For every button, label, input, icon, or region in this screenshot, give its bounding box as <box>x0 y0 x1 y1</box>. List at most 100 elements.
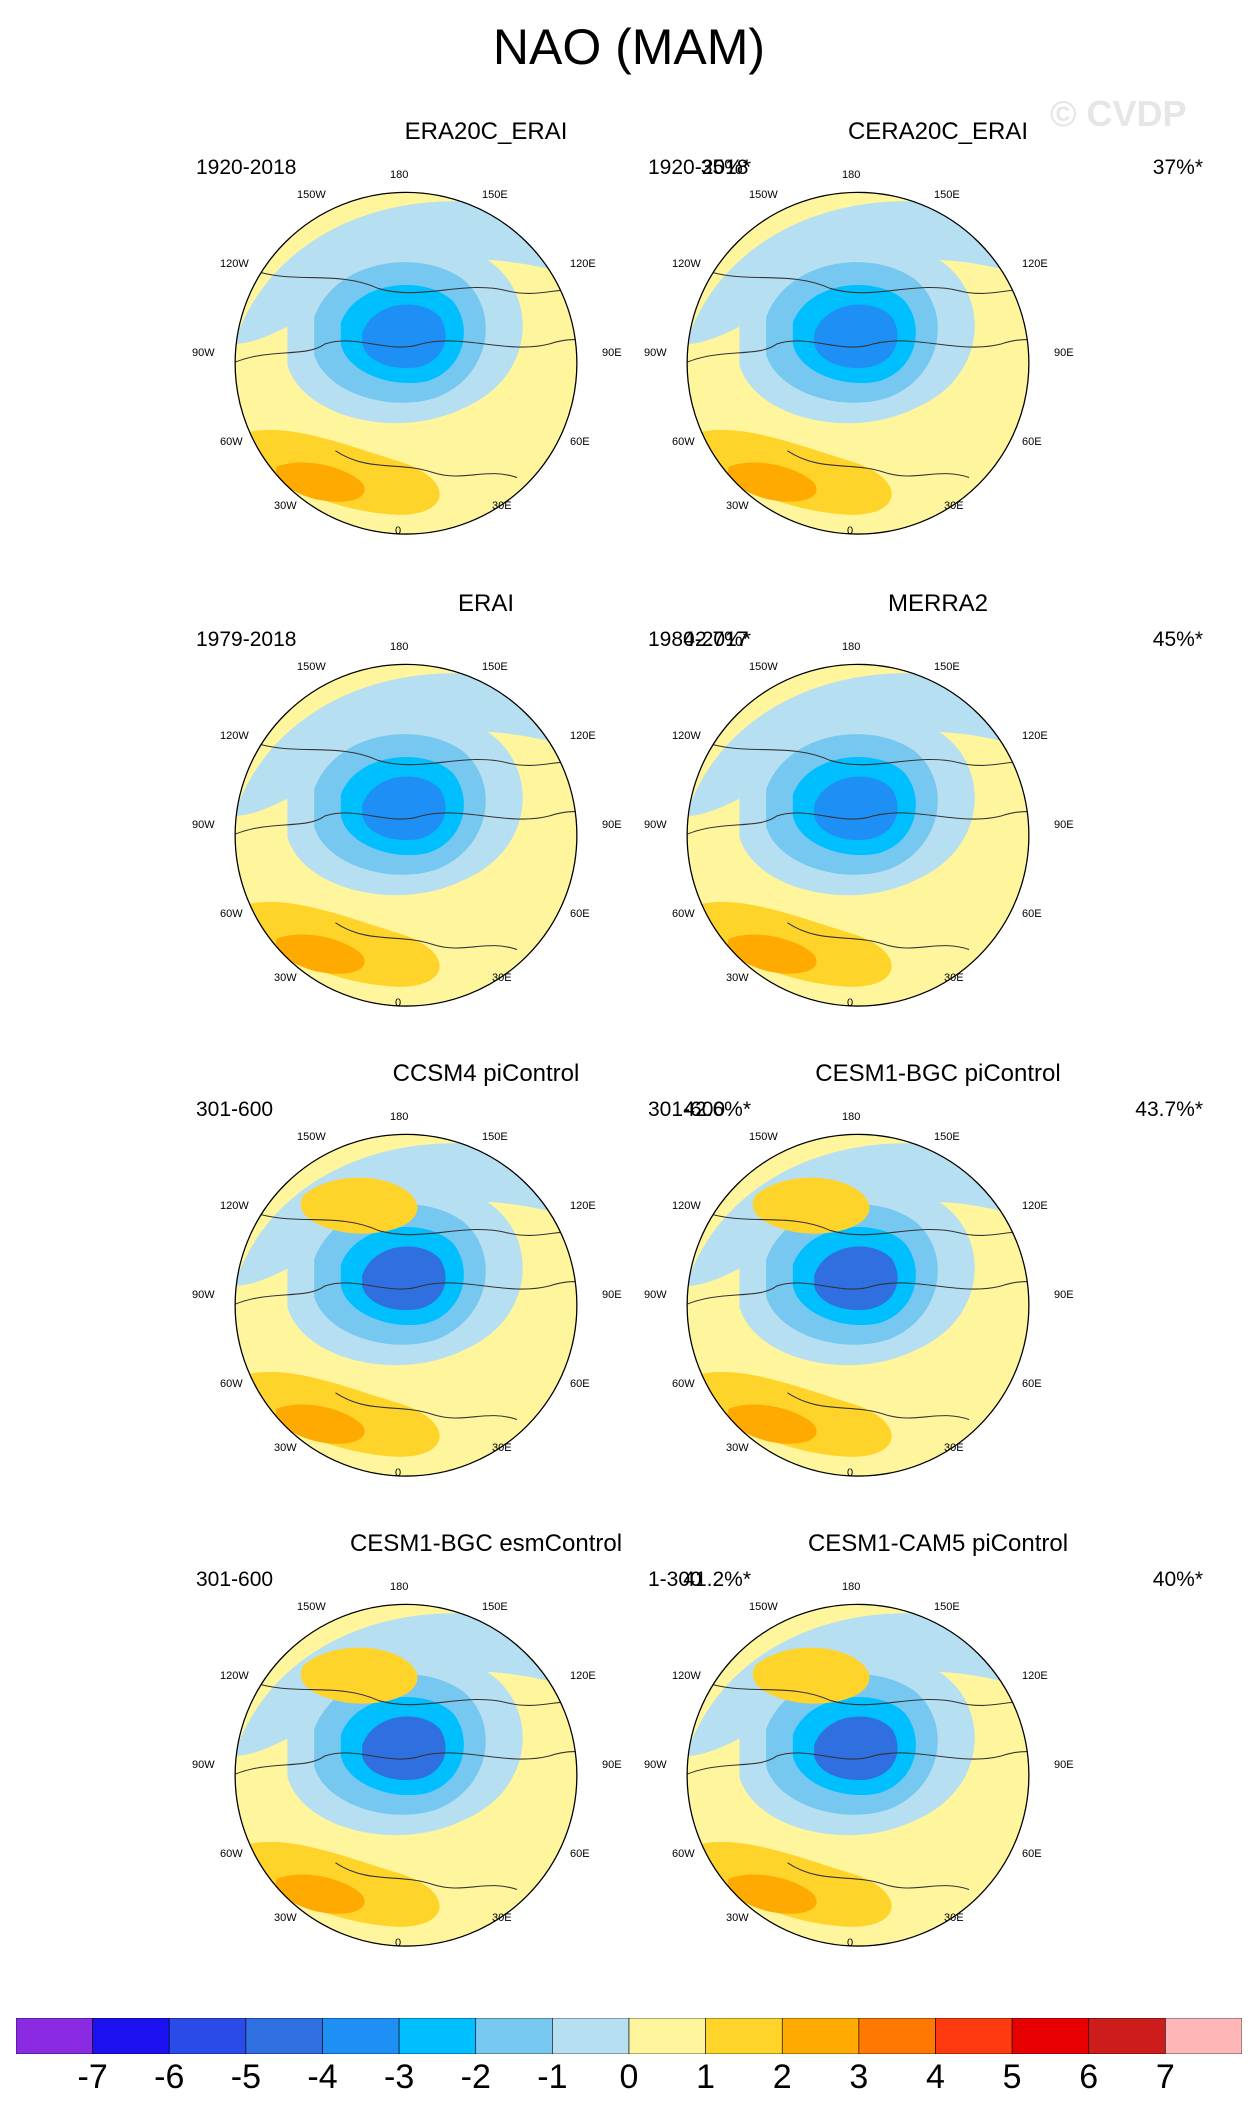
panel-variance-pct: 37%* <box>1152 156 1203 179</box>
longitude-label: 150E <box>482 661 508 674</box>
negative-contour-4 <box>814 304 898 369</box>
panel-variance-pct: 42.7%* <box>683 628 751 651</box>
longitude-label: 150E <box>934 661 960 674</box>
coastline <box>235 811 577 844</box>
longitude-label: 0 <box>395 996 402 1009</box>
longitude-label: 120E <box>570 258 596 271</box>
colorbar-tick-label: 6 <box>1079 2058 1099 2096</box>
coastline <box>249 1210 577 1236</box>
longitude-label: 180 <box>390 1110 409 1123</box>
longitude-label: 30E <box>944 1442 964 1455</box>
negative-region-north-pacific <box>235 673 577 816</box>
positive-contour-2 <box>275 462 365 502</box>
longitude-label: 0 <box>847 996 854 1009</box>
longitude-label: 30E <box>944 1912 964 1925</box>
coastline <box>235 1281 577 1314</box>
coastline <box>787 1862 970 1890</box>
coastline <box>335 450 518 478</box>
panel-title: CCSM4 piControl <box>392 1060 580 1087</box>
longitude-label: 120E <box>570 730 596 743</box>
coastline <box>687 811 1029 844</box>
map-boundary <box>686 1133 1030 1477</box>
panel-title: ERAI <box>457 590 514 617</box>
longitude-label: 90W <box>644 346 667 359</box>
colorbar-tick-label: -3 <box>384 2058 415 2096</box>
colorbar-tick-label: 0 <box>619 2058 639 2096</box>
map-boundary <box>234 1603 578 1947</box>
map-panel: CESM1-BGC esmControl 301-600 41.2%* 180 150W… <box>186 1530 786 2000</box>
longitude-label: 150W <box>297 189 326 202</box>
longitude-label: 150E <box>934 1601 960 1614</box>
negative-region-north-pacific <box>687 201 1029 344</box>
colorbar-swatch <box>781 2018 860 2054</box>
colorbar-tick-label: 5 <box>1002 2058 1022 2096</box>
longitude-label: 150E <box>934 1131 960 1144</box>
longitude-label: 60W <box>220 1848 243 1861</box>
colorbar-tick-label: -4 <box>307 2058 338 2096</box>
longitude-label: 30W <box>274 1912 297 1925</box>
polar-map <box>234 663 578 1007</box>
coastline <box>687 1751 1029 1784</box>
panel-variance-pct: 43.7%* <box>1135 1098 1203 1121</box>
negative-region-north-pacific <box>235 201 577 344</box>
longitude-label: 90E <box>1054 1288 1074 1301</box>
coastline <box>235 1751 577 1784</box>
longitude-label: 120W <box>220 258 249 271</box>
panel-period: 1980-2017 <box>648 628 749 651</box>
longitude-label: 90W <box>192 1288 215 1301</box>
panel-period: 1920-2018 <box>196 156 297 179</box>
colorbar-tick-label: 7 <box>1155 2058 1175 2096</box>
coastline <box>249 740 577 766</box>
coastline <box>235 339 577 372</box>
longitude-label: 90E <box>1054 1758 1074 1771</box>
coastline <box>701 1210 1029 1236</box>
longitude-label: 90W <box>644 818 667 831</box>
longitude-label: 60W <box>220 436 243 449</box>
polar-map <box>686 191 1030 535</box>
longitude-label: 150W <box>749 1131 778 1144</box>
longitude-label: 90W <box>644 1758 667 1771</box>
longitude-label: 120W <box>672 1200 701 1213</box>
longitude-label: 180 <box>842 1110 861 1123</box>
longitude-label: 180 <box>842 640 861 653</box>
coastline <box>787 450 970 478</box>
polar-map <box>234 1133 578 1477</box>
colorbar-swatch <box>628 2018 706 2054</box>
longitude-label: 60E <box>570 1848 590 1861</box>
panel-period: 1-300 <box>648 1568 702 1591</box>
panel-variance-pct: 41.2%* <box>683 1568 751 1591</box>
longitude-label: 120W <box>220 1200 249 1213</box>
positive-contour-2 <box>727 1874 817 1914</box>
positive-region-pacific <box>752 1647 870 1704</box>
panel-period: 1920-2018 <box>648 156 749 179</box>
longitude-label: 30E <box>492 1912 512 1925</box>
longitude-label: 60E <box>1022 908 1042 921</box>
longitude-label: 150E <box>482 189 508 202</box>
colorbar-swatch <box>322 2018 400 2054</box>
negative-region-north-pacific <box>687 1613 1029 1756</box>
colorbar-swatch <box>245 2018 323 2054</box>
colorbar-swatch <box>552 2018 630 2054</box>
longitude-label: 30E <box>944 500 964 513</box>
map-boundary <box>234 191 578 535</box>
longitude-label: 180 <box>390 640 409 653</box>
longitude-label: 90E <box>1054 346 1074 359</box>
colorbar-swatch <box>935 2018 1013 2054</box>
longitude-label: 120W <box>672 258 701 271</box>
longitude-label: 90W <box>192 346 215 359</box>
colorbar-swatch <box>1088 2018 1166 2054</box>
longitude-label: 60E <box>1022 1378 1042 1391</box>
longitude-label: 90W <box>192 1758 215 1771</box>
negative-contour-4 <box>362 1716 446 1781</box>
map-panel: CCSM4 piControl 301-600 42.6%* 180 150W 150E 1… <box>186 1060 786 1530</box>
panel-period: 301-600 <box>196 1568 274 1591</box>
positive-region-pacific <box>300 1177 418 1234</box>
negative-region-north-pacific <box>687 1143 1029 1286</box>
coastline <box>787 1392 970 1420</box>
panel-period: 301-600 <box>196 1098 274 1121</box>
panel-period: 301-600 <box>648 1098 726 1121</box>
map-panel: CESM1-BGC piControl 301-600 43.7%* 180 150W 1… <box>638 1060 1238 1530</box>
map-boundary <box>686 191 1030 535</box>
longitude-label: 60E <box>570 1378 590 1391</box>
longitude-label: 150E <box>482 1601 508 1614</box>
